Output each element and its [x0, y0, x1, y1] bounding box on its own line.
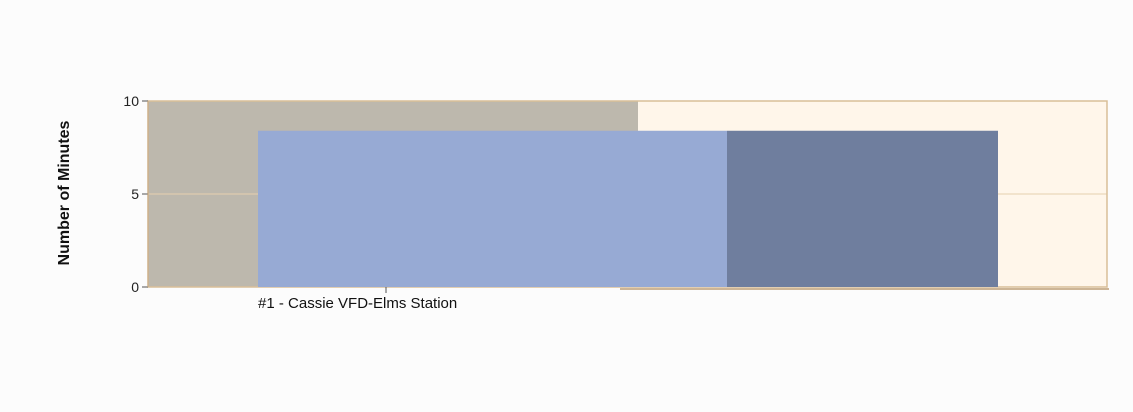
y-tick-label: 5	[131, 186, 139, 202]
bar-series-2	[727, 130, 998, 287]
axes: 0 5 10 #1 - Cassie VFD-Elms Station	[123, 93, 457, 312]
x-tick-label: #1 - Cassie VFD-Elms Station	[258, 295, 457, 312]
bars	[258, 130, 998, 287]
y-axis-label: Number of Minutes	[56, 120, 73, 265]
y-tick-label: 10	[123, 93, 139, 109]
y-tick-label: 0	[131, 279, 139, 295]
bar-series-1	[258, 130, 727, 287]
